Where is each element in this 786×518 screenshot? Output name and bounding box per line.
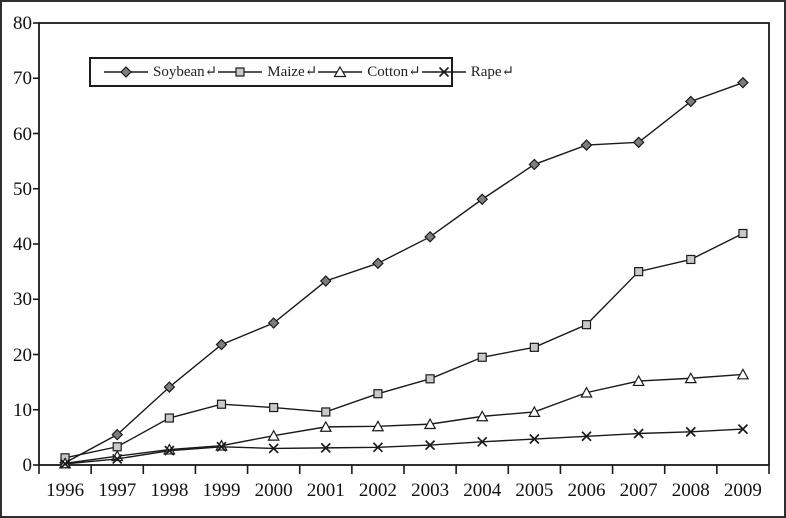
legend-label-rape: Rape↵ — [470, 63, 515, 80]
marker-maize — [425, 374, 435, 384]
marker-maize — [164, 413, 174, 423]
x-tick-label-2007: 2007 — [619, 480, 658, 501]
x-tick-label-1998: 1998 — [150, 480, 189, 501]
diamond-icon — [104, 66, 148, 78]
legend-label-soybean: Soybean↵ — [153, 63, 218, 80]
marker-cotton — [371, 420, 385, 432]
y-tick-label-80: 80 — [13, 13, 32, 34]
marker-maize — [477, 352, 487, 362]
x-tick-label-2004: 2004 — [463, 480, 502, 501]
marker-cotton — [632, 374, 645, 387]
legend-label-cotton: Cotton↵ — [367, 63, 421, 80]
series-line-soybean — [64, 82, 744, 464]
marker-soybean — [372, 257, 384, 270]
marker-cotton — [319, 420, 333, 432]
marker-rape — [477, 436, 488, 447]
x-tick-label-2000: 2000 — [254, 480, 293, 501]
series-line-cotton — [64, 373, 743, 465]
x-tick-label-2006: 2006 — [567, 480, 606, 501]
marker-cotton — [736, 368, 750, 380]
series-line-rape — [65, 428, 743, 465]
marker-soybean — [528, 158, 541, 171]
marker-soybean — [319, 275, 332, 287]
marker-soybean — [163, 381, 176, 393]
marker-soybean — [424, 230, 436, 243]
y-tick-label-30: 30 — [13, 289, 32, 311]
y-tick-label-50: 50 — [13, 178, 32, 200]
marker-rape — [581, 431, 592, 442]
x-tick-label-2009: 2009 — [723, 480, 762, 501]
x-icon — [421, 66, 466, 78]
legend: Soybean↵ Maize↵ Cotton↵ Rape↵ — [89, 57, 514, 87]
x-tick-label-1997: 1997 — [98, 480, 137, 501]
marker-soybean — [215, 338, 228, 351]
marker-cotton — [267, 429, 280, 441]
marker-rape — [737, 423, 749, 435]
x-tick-label-2005: 2005 — [515, 480, 554, 501]
marker-cotton — [475, 410, 489, 422]
legend-label-maize: Maize↵ — [267, 63, 318, 80]
marker-soybean — [111, 428, 124, 441]
x-tick-label-2008: 2008 — [671, 480, 710, 501]
y-tick-label-60: 60 — [13, 123, 32, 145]
marker-rape — [685, 426, 696, 437]
marker-soybean — [737, 76, 749, 89]
x-tick-label-1996: 1996 — [46, 480, 85, 501]
marker-rape — [216, 441, 227, 452]
marker-maize — [269, 402, 279, 413]
legend-item-rape: Rape↵ — [421, 63, 515, 80]
marker-maize — [112, 442, 122, 452]
marker-rape — [59, 458, 71, 469]
marker-soybean — [267, 317, 280, 329]
marker-maize — [216, 399, 227, 409]
marker-maize — [581, 320, 592, 330]
marker-rape — [268, 443, 279, 454]
y-tick-label-10: 10 — [13, 399, 32, 421]
marker-rape — [372, 442, 384, 453]
marker-rape — [529, 433, 540, 445]
marker-rape — [112, 453, 123, 465]
marker-rape — [164, 445, 175, 456]
marker-cotton — [528, 405, 541, 417]
legend-item-soybean: Soybean↵ — [103, 63, 218, 80]
square-icon — [218, 67, 263, 77]
triangle-icon — [318, 65, 363, 78]
x-tick-label-2001: 2001 — [306, 480, 345, 501]
marker-soybean — [476, 193, 489, 206]
marker-maize — [529, 342, 539, 352]
y-tick-label-20: 20 — [13, 344, 32, 366]
marker-cotton — [423, 417, 437, 430]
legend-item-cotton: Cotton↵ — [317, 63, 421, 80]
marker-maize — [686, 254, 696, 265]
marker-rape — [424, 440, 436, 451]
marker-maize — [373, 389, 383, 399]
marker-soybean — [580, 139, 593, 151]
marker-rape — [320, 442, 331, 453]
marker-cotton — [684, 372, 698, 384]
marker-cotton — [580, 386, 593, 398]
y-tick-label-40: 40 — [13, 234, 32, 255]
y-tick-label-70: 70 — [13, 68, 32, 90]
marker-soybean — [632, 136, 645, 149]
series-line-maize — [64, 232, 744, 459]
plot-border — [38, 22, 770, 466]
marker-maize — [321, 407, 331, 417]
x-tick-label-1999: 1999 — [202, 480, 241, 501]
marker-maize — [634, 267, 644, 277]
marker-soybean — [684, 95, 697, 108]
legend-item-maize: Maize↵ — [217, 63, 318, 80]
x-tick-label-2003: 2003 — [411, 480, 450, 501]
y-tick-label-0: 0 — [22, 455, 33, 476]
x-tick-label-2002: 2002 — [358, 480, 397, 501]
marker-rape — [633, 428, 644, 439]
marker-maize — [738, 228, 748, 239]
